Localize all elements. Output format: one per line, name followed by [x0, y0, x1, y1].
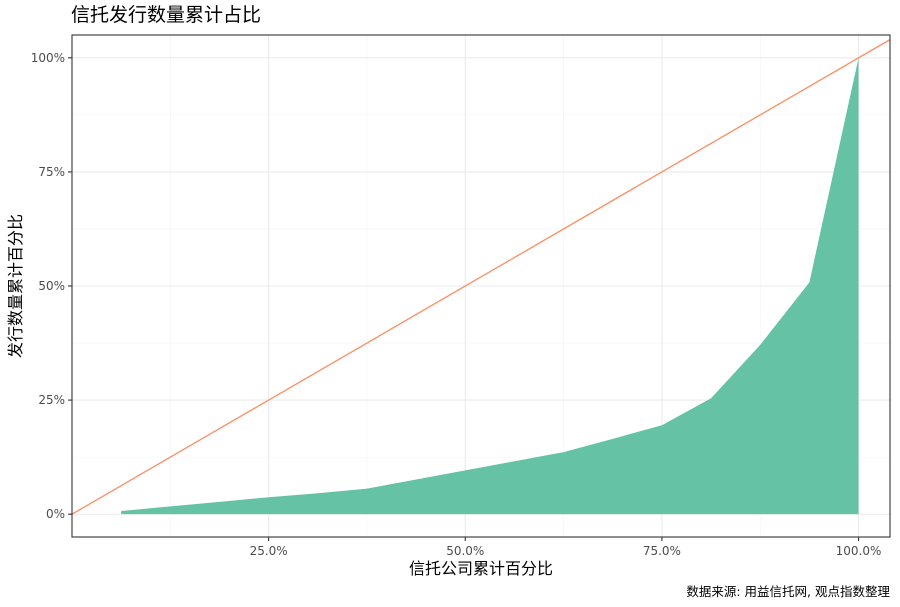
- y-axis-title: 发行数量累计百分比: [6, 214, 25, 358]
- x-axis-title: 信托公司累计百分比: [409, 559, 553, 578]
- y-tick-label: 0%: [46, 507, 65, 521]
- x-tick-label: 50.0%: [446, 544, 484, 558]
- line-series-1: [71, 39, 891, 515]
- y-tick-label: 75%: [38, 165, 65, 179]
- chart-title: 信托发行数量累计占比: [71, 4, 261, 26]
- y-tick-label: 50%: [38, 279, 65, 293]
- y-tick-label: 100%: [31, 51, 65, 65]
- x-tick-label: 100.0%: [836, 544, 882, 558]
- caption: 数据来源: 用益信托网, 观点指数整理: [686, 584, 890, 599]
- x-tick-label: 25.0%: [250, 544, 288, 558]
- axis-ticks: 25.0% 50.0% 75.0% 100.0% 0% 25% 50% 75% 100%: [31, 51, 882, 558]
- area-series-0: [121, 57, 859, 515]
- x-tick-label: 75.0%: [643, 544, 681, 558]
- y-tick-label: 25%: [38, 393, 65, 407]
- plot-area: [71, 39, 891, 515]
